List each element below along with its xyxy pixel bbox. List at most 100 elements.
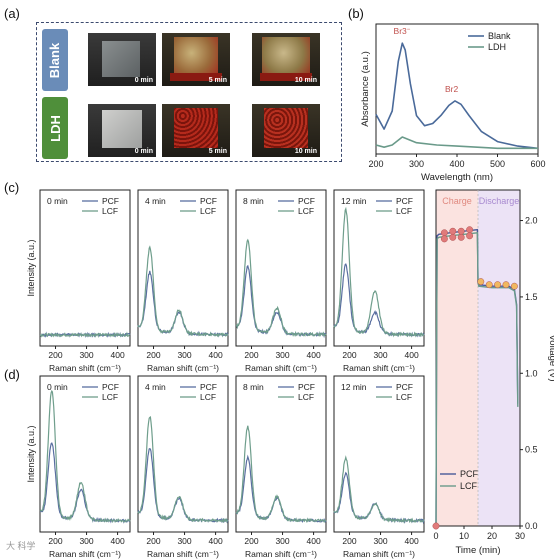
- x-tick-label: 20: [487, 531, 497, 541]
- spectrum-pcf: [333, 263, 425, 338]
- x-tick-label: 200: [342, 536, 356, 546]
- x-tick-label: 10: [459, 531, 469, 541]
- x-axis-label: Raman shift (cm⁻¹): [49, 363, 121, 373]
- panel-label-b: (b): [348, 6, 364, 21]
- row-label-blank: Blank: [47, 42, 63, 78]
- x-axis-label: Raman shift (cm⁻¹): [245, 549, 317, 559]
- row-label-ldh: LDH: [47, 114, 63, 142]
- legend-label: PCF: [460, 469, 479, 479]
- spectrum-lcf: [39, 389, 131, 523]
- photo-blank-1: 5 min: [162, 33, 230, 86]
- y-tick-label: 1.5: [525, 292, 538, 302]
- x-tick-label: 200: [244, 350, 258, 360]
- legend-label: PCF: [102, 196, 119, 206]
- x-tick-label: 400: [404, 536, 418, 546]
- data-marker: [449, 233, 457, 241]
- legend-label: PCF: [298, 382, 315, 392]
- photo-ldh-2: 10 min: [252, 104, 320, 157]
- data-marker: [485, 281, 493, 289]
- region-label: Discharge: [479, 196, 520, 206]
- time-label: 0 min: [134, 77, 153, 84]
- photo-blank-2: 10 min: [252, 33, 320, 86]
- legend-label: LDH: [488, 42, 506, 52]
- spectrum-pcf: [235, 454, 327, 524]
- y-tick-label: 0.0: [525, 521, 538, 531]
- time-label: 5 min: [208, 148, 227, 155]
- raman-frame: [39, 375, 131, 533]
- raman-frame: [39, 189, 131, 347]
- x-tick-label: 300: [177, 536, 191, 546]
- series-line-blank: [375, 42, 539, 150]
- x-tick-label: 400: [208, 350, 222, 360]
- x-tick-label: 300: [79, 536, 93, 546]
- panel-label-a: (a): [4, 6, 20, 21]
- data-marker: [449, 227, 457, 235]
- x-tick-label: 300: [409, 159, 424, 169]
- spectrum-lcf: [235, 425, 327, 524]
- panel-time-label: 12 min: [341, 382, 367, 392]
- legend-label: PCF: [396, 196, 413, 206]
- time-label: 10 min: [294, 77, 317, 84]
- spectrum-pcf: [137, 270, 229, 338]
- voltage-chart: Charge Discharge 0 10 20 30 Time (min) 0.0 0.5 1.…: [432, 189, 554, 556]
- panel-time-label: 4 min: [145, 382, 166, 392]
- region-discharge: [478, 190, 520, 526]
- panel-time-label: 8 min: [243, 196, 264, 206]
- x-tick-label: 400: [306, 350, 320, 360]
- data-marker: [502, 281, 510, 289]
- legend-label: LCF: [102, 392, 118, 402]
- region-charge: [436, 190, 478, 526]
- data-marker: [457, 233, 465, 241]
- y-axis-label: Voltage (V): [547, 335, 554, 382]
- data-marker: [457, 227, 465, 235]
- row-tab-ldh: LDH: [42, 97, 68, 159]
- legend-label: LCF: [298, 392, 314, 402]
- legend-label: LCF: [298, 206, 314, 216]
- photo-ldh-0: 0 min: [88, 104, 156, 157]
- legend-label: LCF: [396, 206, 412, 216]
- legend-label: PCF: [298, 196, 315, 206]
- legend-label: LCF: [200, 206, 216, 216]
- x-tick-label: 400: [404, 350, 418, 360]
- x-tick-label: 300: [79, 350, 93, 360]
- raman-frame: [333, 189, 425, 347]
- y-axis-label: Intensity (a.u.): [26, 425, 36, 482]
- spectrum-pcf: [333, 471, 425, 525]
- y-axis-label: Absorbance (a.u.): [360, 51, 371, 127]
- panel-time-label: 12 min: [341, 196, 367, 206]
- raman-frame: [333, 375, 425, 533]
- y-tick-label: 2.0: [525, 216, 538, 226]
- spectrum-pcf: [137, 448, 229, 524]
- raman-frame: [137, 375, 229, 533]
- x-tick-label: 300: [275, 536, 289, 546]
- panel-time-label: 4 min: [145, 196, 166, 206]
- x-tick-label: 300: [373, 350, 387, 360]
- panel-label-d: (d): [4, 367, 20, 382]
- data-marker: [440, 229, 448, 237]
- panel-time-label: 8 min: [243, 382, 264, 392]
- x-tick-label: 400: [208, 536, 222, 546]
- data-marker: [440, 235, 448, 243]
- x-tick-label: 400: [110, 350, 124, 360]
- panel-time-label: 0 min: [47, 196, 68, 206]
- time-label: 0 min: [134, 148, 153, 155]
- x-tick-label: 400: [449, 159, 464, 169]
- raman-frame: [235, 189, 327, 347]
- spectrum-lcf: [333, 206, 424, 338]
- spectrum-lcf: [235, 238, 327, 338]
- x-axis-label: Raman shift (cm⁻¹): [49, 549, 121, 559]
- x-tick-label: 400: [110, 536, 124, 546]
- spectrum-lcf: [333, 455, 425, 524]
- panel-time-label: 0 min: [47, 382, 68, 392]
- time-label: 5 min: [208, 77, 227, 84]
- legend-label: Blank: [488, 31, 511, 41]
- spectrum-lcf: [137, 416, 229, 524]
- data-marker: [466, 232, 474, 240]
- annotation-superscript: −: [407, 27, 411, 33]
- x-tick-label: 300: [177, 350, 191, 360]
- x-tick-label: 200: [342, 350, 356, 360]
- x-axis-label: Time (min): [455, 545, 500, 556]
- data-marker: [510, 282, 518, 290]
- x-axis-label: Raman shift (cm⁻¹): [245, 363, 317, 373]
